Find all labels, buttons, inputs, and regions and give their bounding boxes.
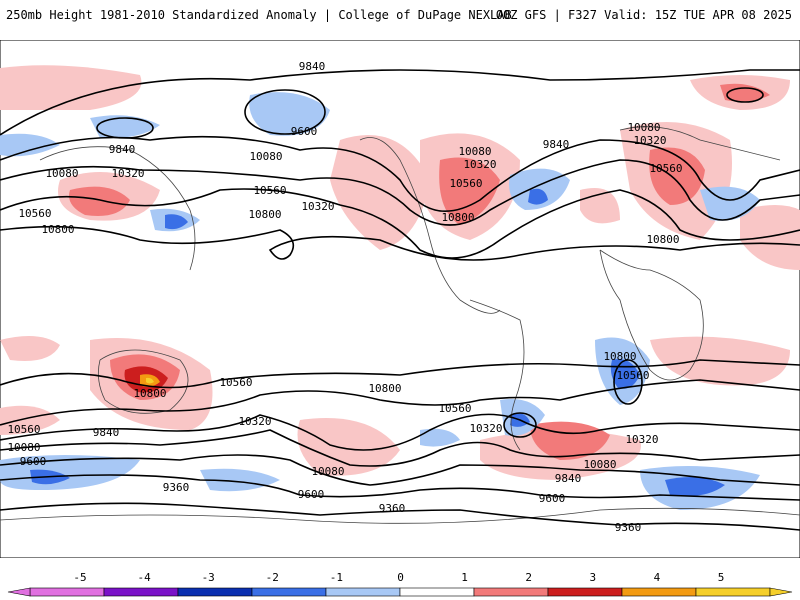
colorbar: -5 -4 -3 -2 -1 0 1 2 3 4 5	[7, 571, 793, 597]
contour-label: 10560	[7, 423, 40, 436]
colorbar-tick-label: -4	[137, 571, 151, 584]
colorbar-swatch	[29, 587, 105, 597]
contour-label: 10080	[249, 150, 282, 163]
contour-label: 10320	[301, 200, 334, 213]
colorbar-tick-label: 5	[718, 571, 725, 584]
colorbar-swatch	[399, 587, 475, 597]
contour-label: 10320	[463, 158, 496, 171]
contour-label: 10320	[633, 134, 666, 147]
colorbar-swatch	[325, 587, 401, 597]
colorbar-swatch	[621, 587, 697, 597]
colorbar-swatch	[103, 587, 179, 597]
colorbar-tick-label: 3	[589, 571, 596, 584]
map-header: 250mb Height 1981-2010 Standardized Anom…	[0, 0, 800, 40]
contour-label: 10800	[41, 223, 74, 236]
colorbar-max-arrow	[769, 587, 793, 597]
colorbar-min-arrow	[7, 587, 31, 597]
colorbar-swatch	[695, 587, 771, 597]
contour-label: 10080	[311, 465, 344, 478]
contour-label: 10080	[458, 145, 491, 158]
contour-label: 10800	[646, 233, 679, 246]
contour-label: 9840	[543, 138, 570, 151]
model-run-info: 00Z GFS | F327 Valid: 15Z TUE APR 08 202…	[495, 8, 792, 22]
contour-label: 10800	[248, 208, 281, 221]
colorbar-tick-labels: -5 -4 -3 -2 -1 0 1 2 3 4 5	[73, 571, 724, 584]
contour-label: 10560	[449, 177, 482, 190]
colorbar-swatch	[473, 587, 549, 597]
contour-label: 10080	[45, 167, 78, 180]
contour-label: 9360	[379, 502, 406, 515]
anomaly-map: 9840 9600 9840 10080 10080 10320 10560 1…	[0, 40, 800, 558]
contour-label: 10560	[616, 369, 649, 382]
colorbar-swatch	[251, 587, 327, 597]
colorbar-tick-label: -2	[266, 571, 279, 584]
map-title: 250mb Height 1981-2010 Standardized Anom…	[6, 8, 512, 22]
contour-label: 9840	[109, 143, 136, 156]
contour-label: 10560	[438, 402, 471, 415]
contour-label: 10320	[469, 422, 502, 435]
contour-label: 10800	[368, 382, 401, 395]
contour-label: 10560	[219, 376, 252, 389]
colorbar-tick-label: 0	[397, 571, 404, 584]
contour-label: 10800	[441, 211, 474, 224]
contour-label: 10320	[238, 415, 271, 428]
colorbar-tick-label: 2	[525, 571, 532, 584]
colorbar-swatch	[547, 587, 623, 597]
contour-label: 9360	[163, 481, 190, 494]
contour-label: 9600	[291, 125, 318, 138]
strong-anomaly-core	[124, 366, 168, 393]
contour-label: 9600	[539, 492, 566, 505]
contour-label: 10800	[603, 350, 636, 363]
contour-labels: 9840 9600 9840 10080 10080 10320 10560 1…	[7, 60, 682, 534]
contour-label: 10080	[627, 121, 660, 134]
colorbar-swatches	[7, 587, 793, 597]
contour-label: 10080	[583, 458, 616, 471]
contour-label: 10560	[649, 162, 682, 175]
contour-label: 10320	[625, 433, 658, 446]
contour-label: 9840	[555, 472, 582, 485]
colorbar-swatch	[177, 587, 253, 597]
colorbar-tick-label: 1	[461, 571, 468, 584]
contour-label: 9840	[93, 426, 120, 439]
colorbar-tick-label: -1	[330, 571, 343, 584]
contour-label: 10080	[7, 441, 40, 454]
contour-label: 10560	[253, 184, 286, 197]
contour-label: 10560	[18, 207, 51, 220]
contour-label: 9600	[20, 455, 47, 468]
colorbar-tick-label: -3	[202, 571, 215, 584]
contour-label: 10320	[111, 167, 144, 180]
colorbar-tick-label: -5	[73, 571, 86, 584]
contour-label: 10800	[133, 387, 166, 400]
height-contours	[0, 69, 800, 531]
contour-label: 9840	[299, 60, 326, 73]
contour-label: 9360	[615, 521, 642, 534]
coastlines	[0, 126, 800, 524]
contour-label: 9600	[298, 488, 325, 501]
colorbar-tick-label: 4	[654, 571, 661, 584]
